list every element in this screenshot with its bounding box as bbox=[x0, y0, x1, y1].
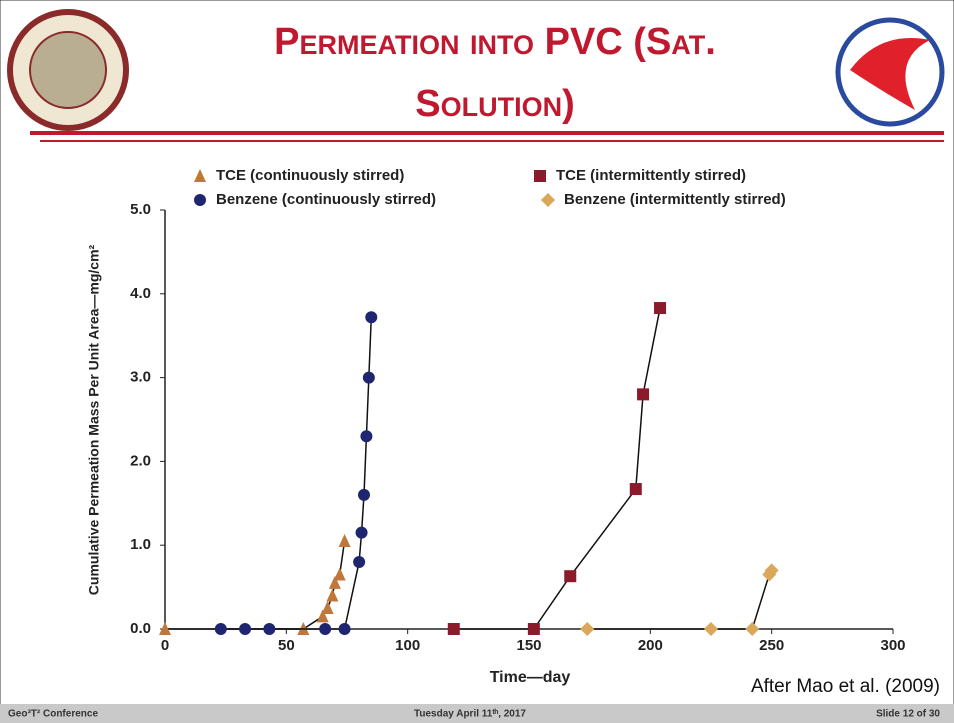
point bbox=[338, 623, 351, 635]
point bbox=[333, 567, 346, 581]
x-tick-label: 100 bbox=[395, 637, 420, 654]
point bbox=[328, 575, 341, 589]
x-tick-label: 0 bbox=[161, 637, 169, 654]
x-tick-label: 150 bbox=[516, 637, 541, 654]
footer-right: Slide 12 of 30 bbox=[876, 709, 940, 720]
point bbox=[355, 526, 368, 539]
point bbox=[580, 622, 595, 636]
point bbox=[214, 623, 227, 635]
point bbox=[654, 302, 667, 315]
x-axis-label: Time—day bbox=[490, 669, 571, 686]
point bbox=[357, 488, 370, 501]
point bbox=[447, 623, 460, 635]
point bbox=[764, 563, 779, 578]
point bbox=[159, 622, 171, 635]
legend-label: TCE (continuously stirred) bbox=[216, 167, 404, 184]
legend-label: TCE (intermittently stirred) bbox=[556, 167, 746, 184]
y-tick-label: 3.0 bbox=[130, 369, 151, 386]
legend-marker bbox=[541, 193, 555, 207]
x-tick-label: 250 bbox=[759, 637, 784, 654]
y-tick-label: 4.0 bbox=[130, 285, 151, 302]
point bbox=[263, 623, 276, 635]
y-tick-label: 1.0 bbox=[130, 536, 151, 553]
point bbox=[629, 483, 642, 496]
legend-label: Benzene (intermittently stirred) bbox=[564, 191, 786, 208]
footer-center: Tuesday April 11ᵗʰ, 2017 bbox=[414, 709, 526, 720]
point bbox=[362, 371, 375, 384]
legend-marker bbox=[194, 194, 206, 206]
point bbox=[326, 588, 339, 602]
slide-title-2: Solution) bbox=[415, 83, 575, 125]
point bbox=[564, 570, 577, 583]
point bbox=[745, 622, 760, 636]
legend-marker bbox=[534, 170, 546, 182]
point bbox=[321, 601, 334, 615]
x-tick-label: 200 bbox=[638, 637, 663, 654]
legend-marker bbox=[194, 169, 206, 182]
y-tick-label: 5.0 bbox=[130, 201, 151, 218]
point bbox=[360, 430, 373, 443]
point bbox=[239, 623, 252, 635]
x-tick-label: 300 bbox=[880, 637, 905, 654]
y-axis-label: Cumulative Permeation Mass Per Unit Area… bbox=[86, 244, 102, 595]
left-logo bbox=[7, 9, 129, 131]
slide-title-1: Permeation into PVC (Sat. bbox=[274, 21, 716, 63]
point bbox=[353, 555, 366, 568]
point bbox=[319, 623, 332, 635]
point bbox=[316, 609, 329, 623]
point bbox=[338, 534, 351, 548]
legend-label: Benzene (continuously stirred) bbox=[216, 191, 436, 208]
series-line bbox=[453, 307, 661, 630]
y-tick-label: 0.0 bbox=[130, 620, 151, 637]
point bbox=[527, 623, 540, 635]
y-tick-label: 2.0 bbox=[130, 452, 151, 469]
right-logo bbox=[835, 17, 945, 127]
annotation: After Mao et al. (2009) bbox=[751, 676, 940, 697]
point bbox=[637, 388, 650, 401]
point bbox=[704, 622, 718, 636]
footer-bar bbox=[0, 704, 954, 723]
x-tick-label: 50 bbox=[278, 637, 295, 654]
point bbox=[365, 311, 378, 324]
footer-left: Geo³T² Conference bbox=[8, 709, 98, 720]
